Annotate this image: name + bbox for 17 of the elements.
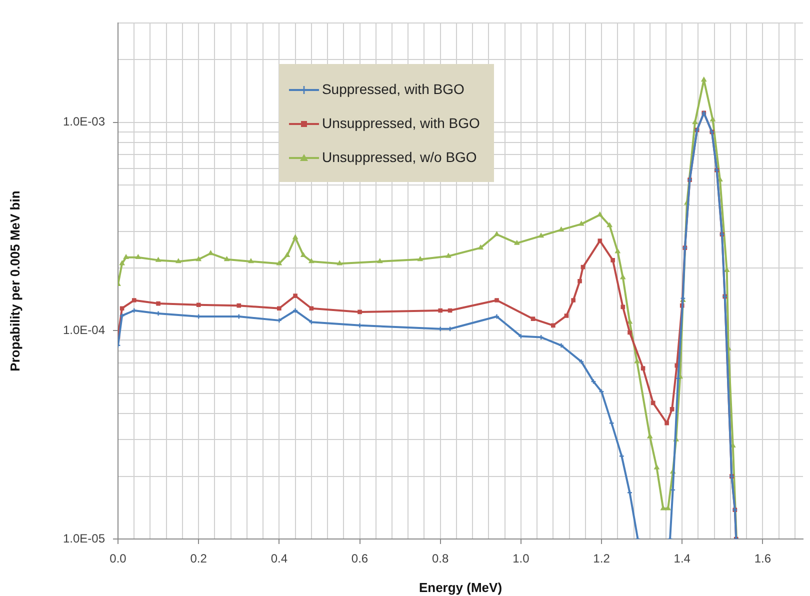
x-tick-label: 1.0: [512, 552, 530, 566]
x-tick-label: 0.0: [110, 552, 127, 566]
legend-label: Suppressed, with BGO: [322, 81, 464, 98]
x-tick-label: 0.8: [432, 552, 450, 566]
x-tick-label: 0.6: [351, 552, 368, 566]
x-tick-label: 1.2: [593, 552, 610, 566]
x-tick-label: 1.4: [674, 552, 691, 566]
y-axis-title: Propability per 0.005 MeV bin: [7, 190, 22, 372]
x-tick-label: 1.6: [754, 552, 772, 566]
y-tick-label: 1.0E-03: [62, 114, 106, 129]
x-axis-title: Energy (MeV): [418, 580, 502, 595]
x-tick-label: 0.2: [190, 552, 208, 566]
legend-label: Unsuppressed, with BGO: [322, 115, 480, 132]
legend-label: Unsuppressed, w/o BGO: [322, 149, 477, 166]
y-tick-label: 1.0E-05: [62, 531, 106, 546]
y-tick-label: 1.0E-04: [62, 323, 106, 338]
x-tick-label: 0.4: [270, 552, 288, 566]
